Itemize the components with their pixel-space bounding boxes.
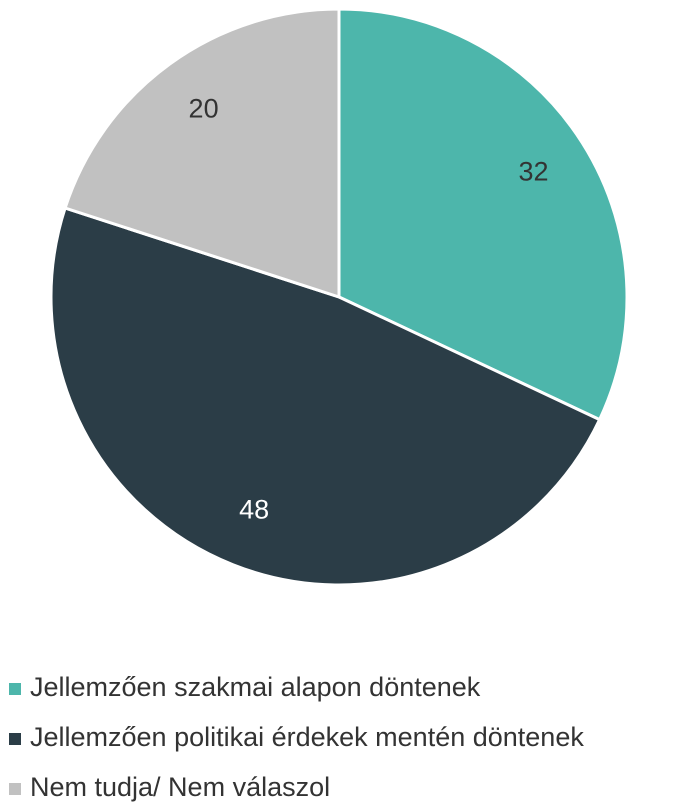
pie-slice bbox=[49, 206, 602, 587]
pie-slice bbox=[337, 7, 629, 422]
data-label: 32 bbox=[519, 157, 549, 187]
legend-swatch bbox=[9, 683, 21, 695]
data-label: 20 bbox=[189, 94, 219, 124]
legend-label: Jellemzően politikai érdekek mentén dönt… bbox=[30, 722, 584, 752]
legend-swatch bbox=[9, 783, 21, 795]
pie-slice bbox=[63, 7, 341, 300]
legend-swatch bbox=[9, 733, 21, 745]
data-label: 48 bbox=[239, 494, 269, 524]
legend-label: Jellemzően szakmai alapon döntenek bbox=[30, 672, 481, 702]
legend-label: Nem tudja/ Nem válaszol bbox=[30, 772, 330, 802]
